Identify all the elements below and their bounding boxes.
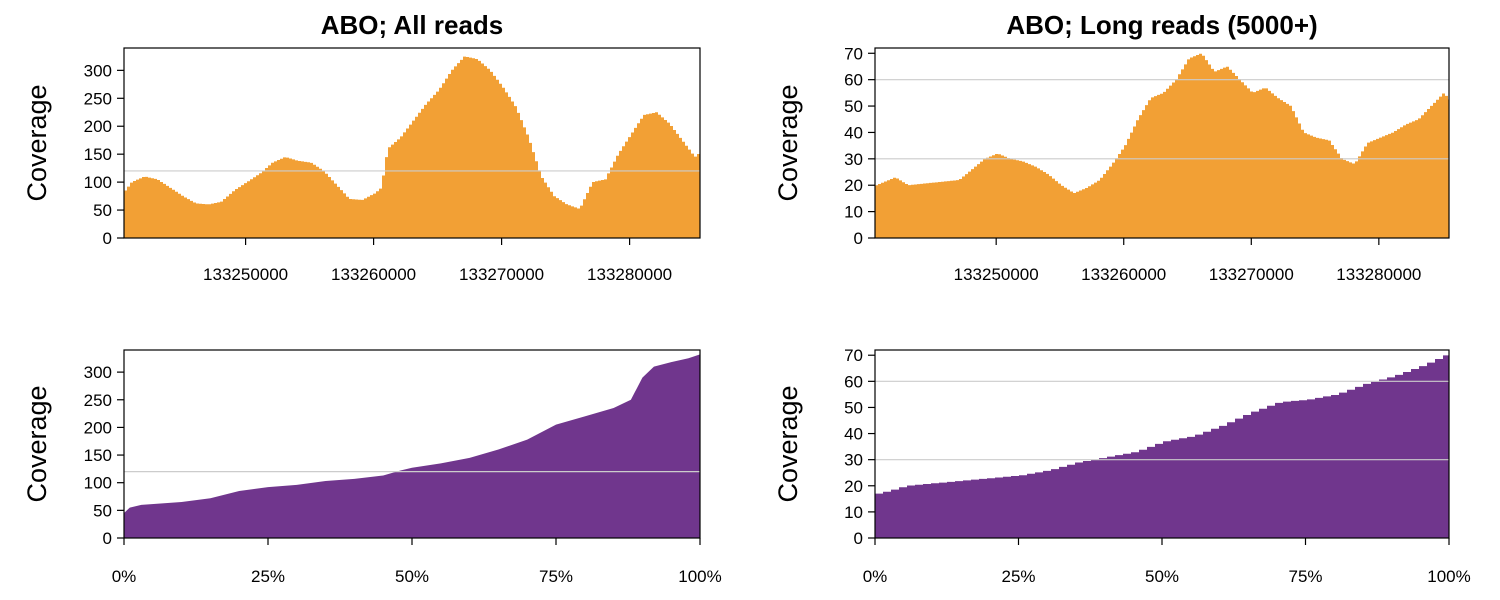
y-tick-label: 20 <box>844 176 863 195</box>
coverage-area <box>124 354 700 538</box>
y-tick-label: 40 <box>844 123 863 142</box>
y-tick-label: 50 <box>93 201 112 220</box>
plot-frame <box>874 47 1450 239</box>
y-tick-label: 10 <box>844 503 863 522</box>
x-tick-label: 0% <box>112 567 137 586</box>
y-tick-label: 200 <box>84 117 112 136</box>
y-tick-label: 60 <box>844 372 863 391</box>
x-tick-label: 25% <box>1001 567 1035 586</box>
y-tick-label: 30 <box>844 451 863 470</box>
coverage-area <box>875 355 1449 538</box>
panel-long-reads-coverage: ABO; Long reads (5000+) Coverage 0 10 20 30… <box>773 10 1450 284</box>
y-tick-label: 40 <box>844 425 863 444</box>
y-tick-label: 200 <box>84 418 112 437</box>
panel-all-reads-sorted: Coverage 0 50 100 150 200 250 300 0% 25% 50% 75% 10… <box>22 349 722 586</box>
y-tick-label: 250 <box>84 89 112 108</box>
y-tick-label: 100 <box>84 474 112 493</box>
x-tick-label: 133250000 <box>954 265 1039 284</box>
panel-title: ABO; All reads <box>321 10 504 40</box>
y-axis-label: Coverage <box>773 385 803 502</box>
y-tick-label: 300 <box>84 61 112 80</box>
x-tick-label: 25% <box>251 567 285 586</box>
y-tick-label: 30 <box>844 150 863 169</box>
x-tick-label: 133270000 <box>459 265 544 284</box>
x-tick-label: 0% <box>863 567 888 586</box>
x-tick-label: 75% <box>539 567 573 586</box>
y-tick-label: 10 <box>844 203 863 222</box>
y-tick-label: 250 <box>84 391 112 410</box>
y-tick-label: 70 <box>844 346 863 365</box>
panel-all-reads-coverage: ABO; All reads Coverage 0 50 100 150 200 250 3… <box>22 10 701 284</box>
y-tick-label: 0 <box>854 529 863 548</box>
x-tick-label: 100% <box>678 567 721 586</box>
y-tick-label: 0 <box>103 229 112 248</box>
y-tick-label: 150 <box>84 446 112 465</box>
x-tick-label: 50% <box>395 567 429 586</box>
y-tick-label: 300 <box>84 363 112 382</box>
y-tick-label: 0 <box>854 229 863 248</box>
y-axis-label: Coverage <box>22 84 52 201</box>
y-tick-label: 70 <box>844 44 863 63</box>
x-tick-label: 133280000 <box>587 265 672 284</box>
x-tick-label: 75% <box>1288 567 1322 586</box>
y-tick-label: 50 <box>844 398 863 417</box>
y-tick-label: 60 <box>844 71 863 90</box>
y-tick-label: 50 <box>844 97 863 116</box>
y-tick-label: 20 <box>844 477 863 496</box>
y-tick-label: 100 <box>84 173 112 192</box>
coverage-area <box>875 53 1449 238</box>
y-tick-label: 0 <box>103 529 112 548</box>
x-tick-label: 133260000 <box>1081 265 1166 284</box>
y-tick-label: 150 <box>84 145 112 164</box>
x-tick-label: 133270000 <box>1209 265 1294 284</box>
y-tick-label: 50 <box>93 501 112 520</box>
panel-long-reads-sorted: Coverage 0 10 20 30 40 50 60 70 0% 25% 50% 75% 100% <box>773 346 1471 586</box>
x-tick-label: 100% <box>1427 567 1470 586</box>
x-tick-label: 50% <box>1145 567 1179 586</box>
y-axis-label: Coverage <box>22 385 52 502</box>
x-tick-label: 133250000 <box>203 265 288 284</box>
panel-title: ABO; Long reads (5000+) <box>1006 10 1317 40</box>
y-axis-label: Coverage <box>773 84 803 201</box>
x-tick-label: 133280000 <box>1336 265 1421 284</box>
plot-frame <box>123 47 701 239</box>
coverage-area <box>124 56 700 238</box>
x-tick-label: 133260000 <box>331 265 416 284</box>
